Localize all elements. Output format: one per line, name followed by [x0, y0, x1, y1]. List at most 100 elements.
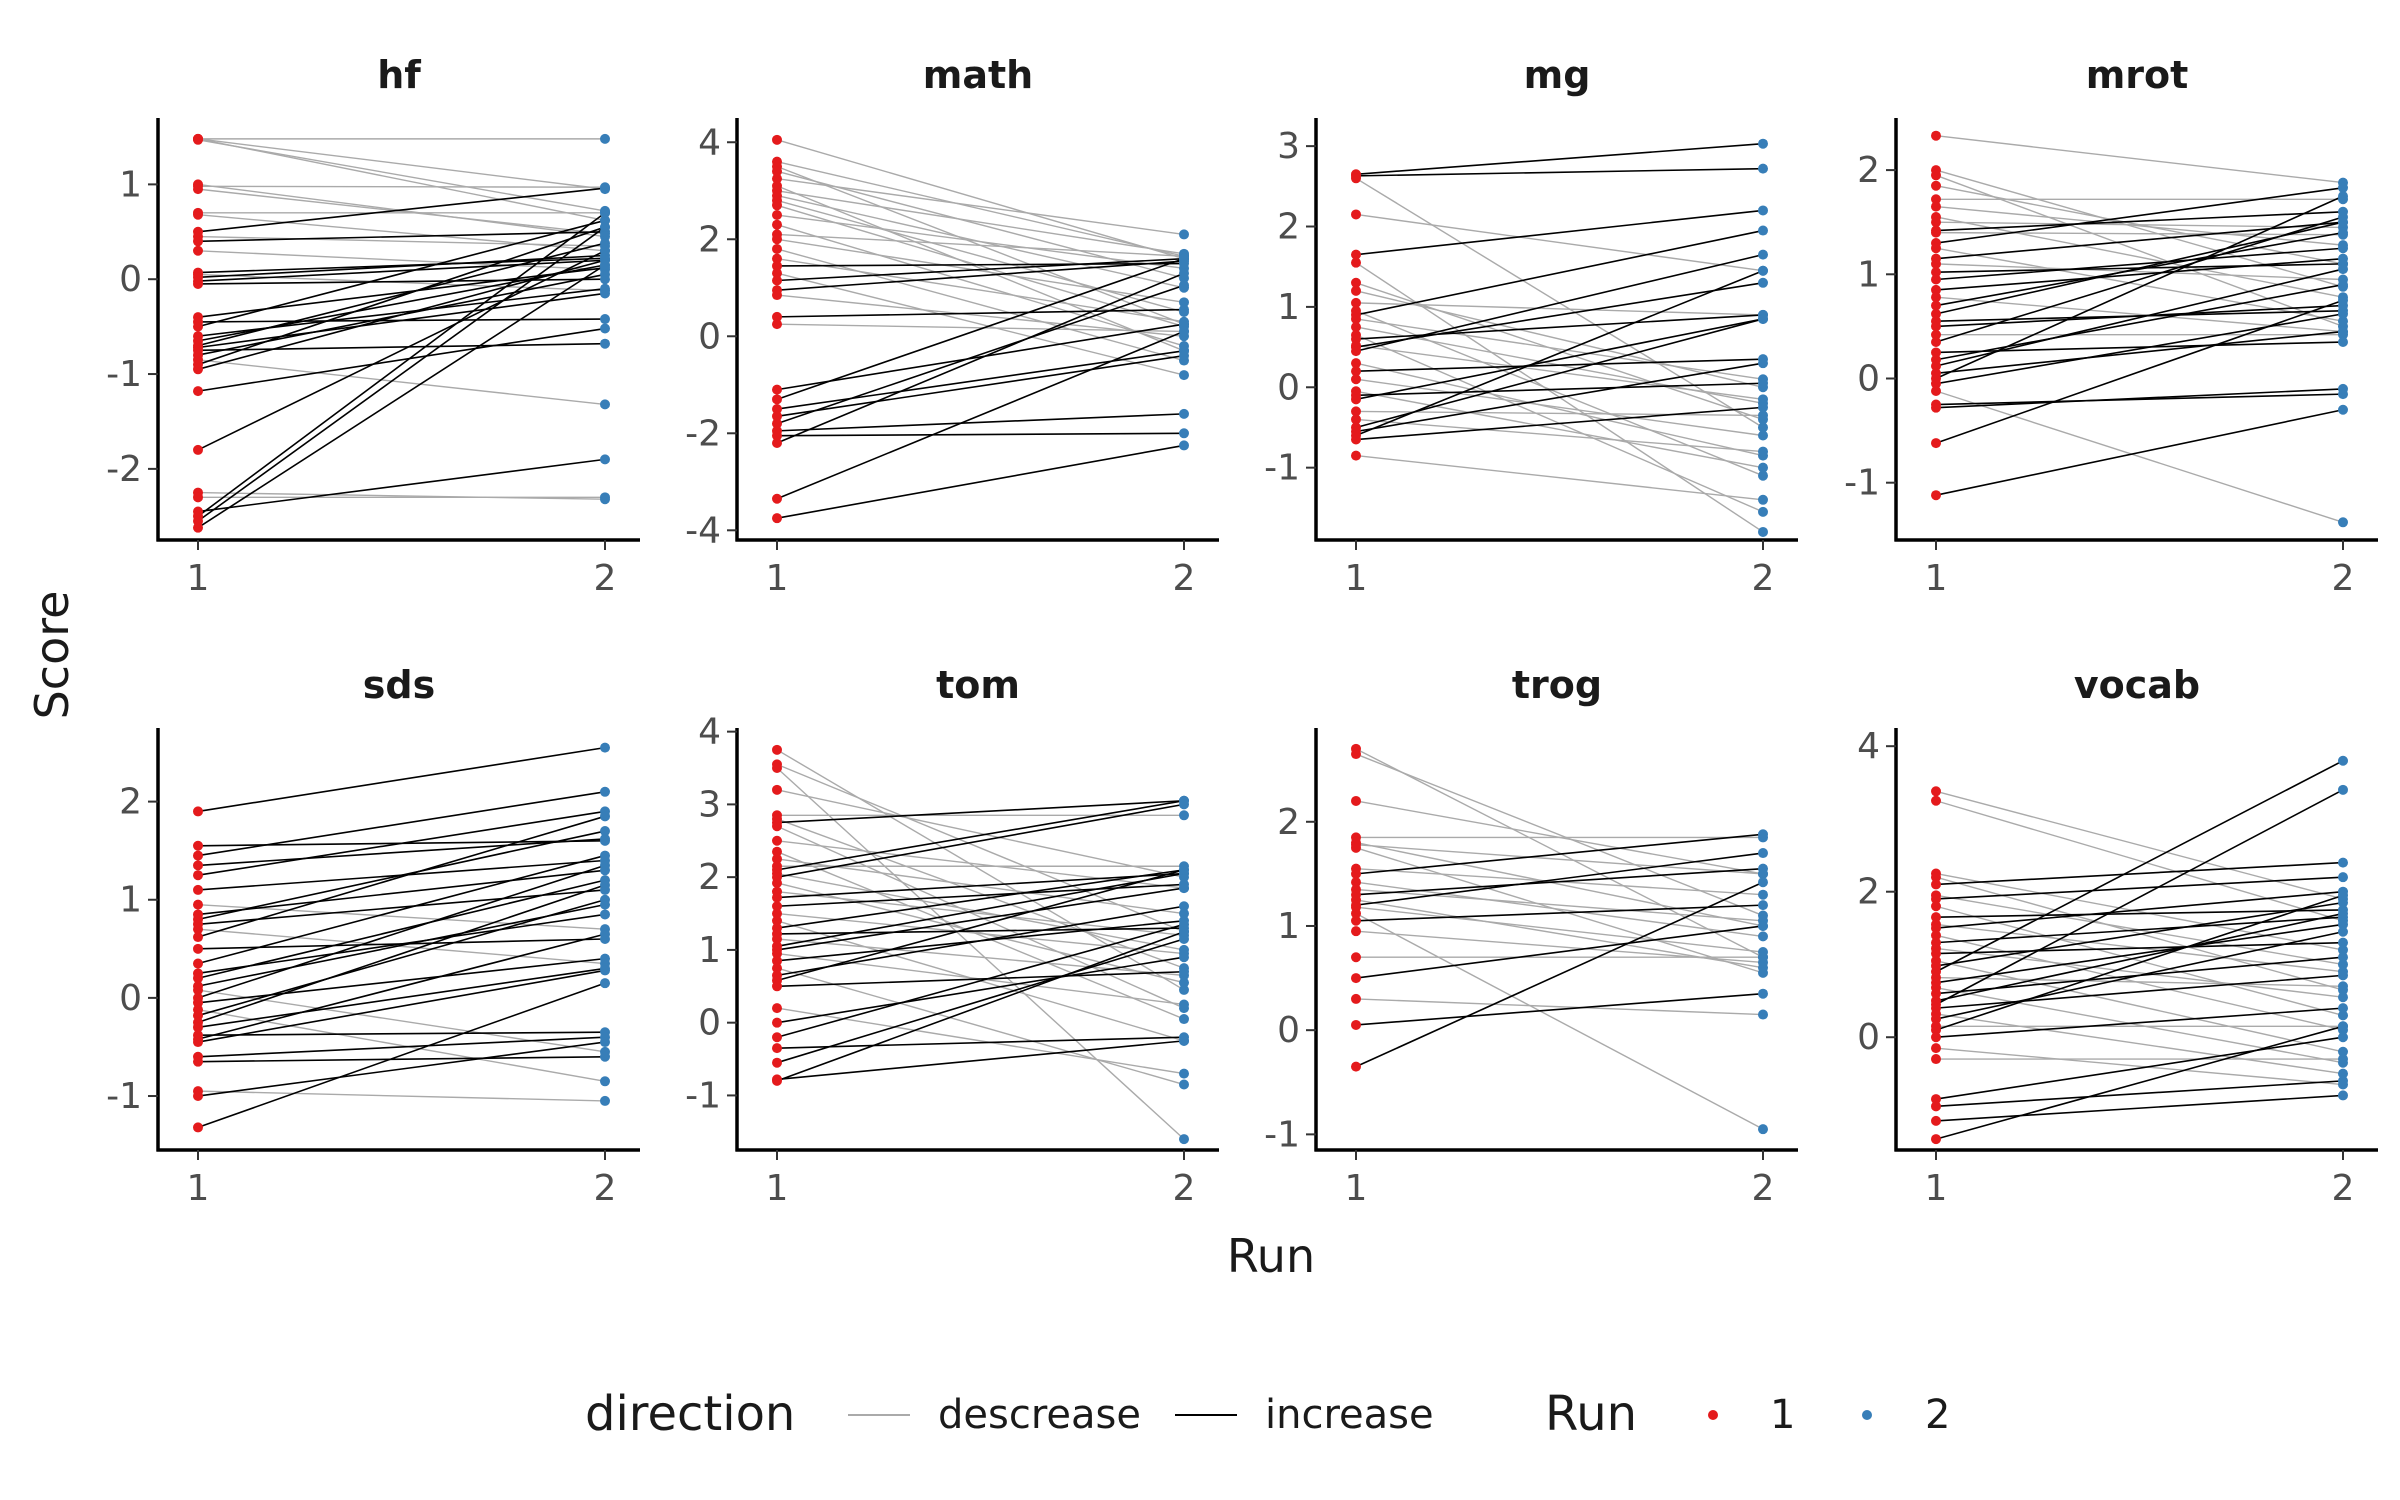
- increase-line: [197, 854, 606, 965]
- descrease-line: [197, 250, 606, 271]
- run-2-point: [1758, 313, 1768, 324]
- increase-line: [197, 869, 606, 916]
- run-1-point: [772, 955, 782, 966]
- increase-line: [776, 883, 1185, 908]
- legend-key-run-1: [1708, 1410, 1718, 1420]
- run-2-point: [600, 259, 610, 270]
- descrease-line: [1935, 1047, 2344, 1086]
- facet-title: mg: [1524, 53, 1591, 97]
- run-1-point: [1351, 406, 1361, 417]
- run-2-point: [600, 850, 610, 861]
- run-1-point: [772, 1017, 782, 1028]
- descrease-line: [776, 233, 1185, 257]
- run-2-point: [1758, 422, 1768, 433]
- increase-line: [776, 872, 1185, 899]
- run-1-point: [772, 1032, 782, 1043]
- increase-line: [1355, 358, 1764, 372]
- increase-line: [197, 967, 606, 1029]
- run-2-point: [1179, 901, 1189, 912]
- run-1-point: [193, 932, 203, 943]
- run-1-point: [193, 321, 203, 332]
- run-2-point: [1758, 889, 1768, 900]
- run-1-point: [1351, 1019, 1361, 1030]
- increase-line: [1355, 406, 1764, 441]
- run-1-point: [1931, 321, 1941, 332]
- descrease-line: [1355, 881, 1764, 938]
- run-1-point: [1931, 930, 1941, 941]
- increase-line: [197, 1031, 606, 1036]
- run-2-point: [1758, 462, 1768, 473]
- legend: direction descrease increase Run 1 2: [585, 1386, 1950, 1442]
- run-2-point: [2338, 1003, 2348, 1014]
- increase-line: [776, 905, 1185, 977]
- x-tick-label: 1: [766, 1168, 789, 1209]
- run-2-point: [2338, 1021, 2348, 1032]
- facet-title: tom: [936, 663, 1020, 707]
- run-2-point: [1179, 984, 1189, 995]
- descrease-line: [1935, 987, 2344, 1064]
- increase-line: [1935, 909, 2344, 918]
- y-tick-label: -4: [685, 510, 721, 551]
- increase-line: [776, 1040, 1185, 1081]
- run-1-point: [1351, 394, 1361, 405]
- increase-line: [197, 1055, 606, 1063]
- run-1-point: [772, 1057, 782, 1068]
- descrease-line: [1355, 844, 1764, 875]
- descrease-line: [197, 928, 606, 965]
- run-2-point: [2338, 1090, 2348, 1101]
- run-1-point: [193, 278, 203, 289]
- x-tick-label: 2: [1752, 558, 1775, 599]
- run-2-point: [600, 454, 610, 465]
- increase-line: [197, 342, 606, 352]
- run-2-point: [600, 1037, 610, 1048]
- descrease-line: [1935, 263, 2344, 281]
- run-2-point: [1758, 1009, 1768, 1020]
- descrease-line: [1355, 213, 1764, 272]
- run-1-point: [193, 806, 203, 817]
- run-2-point: [1758, 952, 1768, 963]
- run-1-point: [1931, 227, 1941, 238]
- facet-title: mrot: [2086, 53, 2189, 97]
- run-2-point: [600, 238, 610, 249]
- descrease-line: [776, 177, 1185, 236]
- run-2-point: [600, 826, 610, 837]
- increase-line: [197, 864, 606, 999]
- run-1-point: [1931, 201, 1941, 212]
- run-1-point: [772, 411, 782, 422]
- run-2-point: [1758, 470, 1768, 481]
- run-2-point: [600, 786, 610, 797]
- run-1-point: [1931, 300, 1941, 311]
- descrease-line: [776, 248, 1185, 362]
- descrease-line: [197, 138, 606, 222]
- increase-line: [1355, 142, 1764, 176]
- run-2-point: [1179, 1014, 1189, 1025]
- increase-line: [197, 458, 606, 513]
- run-2-point: [1758, 506, 1768, 517]
- run-2-point: [600, 133, 610, 144]
- y-tick-label: 2: [1857, 150, 1880, 191]
- run-1-point: [1931, 490, 1941, 501]
- run-1-point: [1931, 329, 1941, 340]
- increase-line: [197, 226, 606, 366]
- facet-tom: tom -1 0 1 2 3 4 1 2: [685, 663, 1219, 1209]
- increase-line: [1355, 253, 1764, 352]
- descrease-line: [776, 851, 1185, 1020]
- run-1-point: [1931, 1043, 1941, 1054]
- increase-line: [1935, 257, 2344, 291]
- descrease-line: [197, 235, 606, 247]
- run-2-point: [600, 880, 610, 891]
- run-1-point: [1351, 297, 1361, 308]
- increase-line: [197, 327, 606, 392]
- run-1-point: [772, 275, 782, 286]
- run-2-point: [2338, 182, 2348, 193]
- run-1-point: [1931, 786, 1941, 797]
- facet-vocab: vocab 0 2 4 1 2: [1857, 663, 2378, 1209]
- run-2-point: [2338, 1010, 2348, 1021]
- run-1-point: [193, 386, 203, 397]
- facet-hf: hf -2 -1 0 1 1 2: [106, 53, 640, 599]
- run-1-point: [1351, 915, 1361, 926]
- increase-line: [197, 810, 606, 876]
- descrease-line: [1355, 378, 1764, 437]
- run-1-point: [1931, 337, 1941, 348]
- run-2-point: [1758, 920, 1768, 931]
